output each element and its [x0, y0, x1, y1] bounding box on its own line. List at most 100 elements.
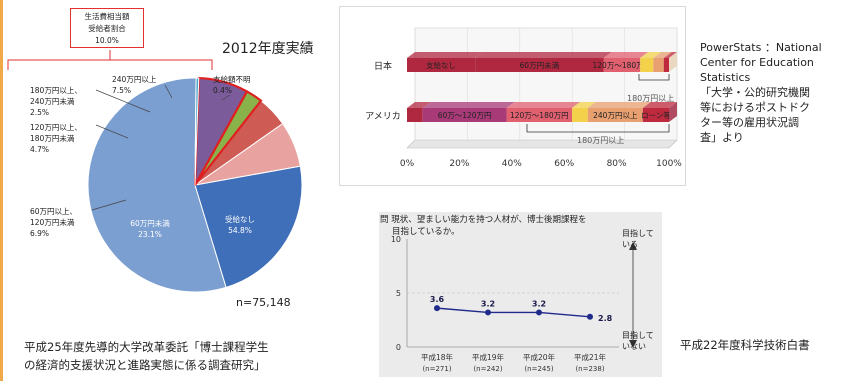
bar-seg-label-1-5: 240万円以上: [593, 111, 638, 120]
line-xtick-n-0: (n=271): [422, 365, 451, 373]
bar-seg-label-1-6: ローン等: [641, 110, 671, 120]
pie-leader-2: [95, 89, 151, 113]
tr-src-1: PowerStats ：National: [700, 41, 822, 54]
bar-seg-label-0-0: 支給なし: [426, 60, 456, 70]
bar-seg-0-3: [603, 58, 641, 72]
line-question-2: 目指しているか。: [392, 227, 460, 237]
bar-top-0-5: [653, 52, 672, 58]
pie-label-1-1: 23.1%: [138, 230, 162, 239]
line-value-label-3: 2.8: [598, 314, 613, 323]
line-ytick-0: 10: [391, 235, 401, 244]
tr-src-7: 査」より: [700, 131, 744, 144]
line-xtick-year-1: 平成19年: [472, 352, 505, 362]
line-xtick-n-3: (n=238): [575, 365, 604, 373]
line-point-3: [587, 313, 593, 320]
line-chart-panel: [379, 212, 662, 377]
line-value-label-2: 3.2: [532, 299, 546, 308]
bar-seg-1-0: [407, 108, 423, 122]
anchor-bottom: 目指して いない: [622, 330, 654, 352]
line-series: [436, 307, 591, 318]
left-source-line-2: の経済的支援状況と進路実態に係る調査研究」: [24, 358, 266, 372]
bar-top-0-0: [407, 52, 484, 58]
pie-label-6-1: 0.4%: [213, 86, 232, 95]
tr-src-4: 「大学・公的研究機関: [700, 86, 810, 99]
bar-seg-0-6: [663, 58, 669, 72]
pie-chart: 受給なし 54.8% 60万円未満 23.1% 60万円以上、120万円未満 6.9% 12…: [7, 50, 303, 293]
bar-back-wall: [414, 27, 678, 141]
pie-label-1-0: 60万円未満: [130, 218, 170, 228]
bar-xtick-2: 40%: [502, 159, 522, 169]
bar-floor: [406, 139, 678, 149]
callout-bracket: [7, 59, 213, 70]
line-point-2: [536, 309, 542, 316]
line-point-0: [434, 305, 440, 312]
callout-line-2: 受給者割合: [88, 24, 126, 33]
tr-src-2: Center for Education: [700, 56, 814, 69]
bar-top-1-5: [587, 102, 651, 108]
bar-xtick-5: 100%: [656, 159, 682, 169]
left-accent-rule: [0, 0, 3, 381]
bar-seg-0-5: [653, 58, 664, 72]
pie-leader-0: [91, 199, 127, 211]
anchor-top-2: いる: [622, 240, 638, 249]
left-source: 平成25年度先導的大学改革委託「博士課程学生 の経済的支援状況と進路実態に係る調…: [24, 338, 269, 374]
pie-label-0-1: 54.8%: [228, 226, 252, 235]
pie-n-label: n=75,148: [236, 296, 291, 309]
top-right-source: PowerStats ：National Center for Educatio…: [700, 40, 822, 145]
bar-top-0-4: [640, 52, 662, 58]
tr-src-6: ター等の雇用状況調: [700, 116, 799, 129]
anchor-top: 目指して いる: [622, 228, 654, 250]
line-xtick-year-2: 平成20年: [523, 352, 556, 362]
pie-label-2-1: 120万円未満: [30, 217, 75, 227]
line-value-label-1: 3.2: [481, 299, 495, 308]
anchor-bottom-2: いない: [622, 342, 646, 351]
bar-seg-1-6: [642, 108, 669, 122]
line-value-label-0: 3.6: [430, 295, 445, 304]
bar-seg-1-4: [572, 108, 588, 122]
pie-label-4-1: 240万円未満: [30, 96, 75, 106]
pie-label-6-0: 支給額不明: [213, 74, 251, 84]
line-xtick-n-2: (n=245): [524, 365, 553, 373]
bar-annotation-0: 180万円以上: [627, 94, 674, 103]
tr-src-5: 等におけるポストドク: [700, 101, 810, 114]
bar-chart: 支給なし 60万円未満 120万〜180万円 60万〜120万円 120万〜180万円 2…: [365, 27, 682, 169]
callout-line-1: 生活費相当額: [84, 12, 130, 21]
pie-label-4-2: 2.5%: [30, 108, 49, 117]
bar-annotation-1: 180万円以上: [577, 136, 624, 145]
line-scale-arrow-up: [629, 242, 637, 250]
pie-label-3-1: 180万円未満: [30, 133, 75, 143]
pie-slice-0: [87, 77, 227, 293]
pie-slice-6: [194, 77, 200, 186]
left-source-line-1: 平成25年度先導的大学改革委託「博士課程学生: [24, 340, 269, 354]
bar-cap-0: [669, 52, 677, 72]
bar-top-0-3: [603, 52, 649, 58]
bar-seg-label-0-3: 120万〜180万円: [593, 61, 652, 70]
bottom-right-source: 平成22年度科学技術白書: [680, 338, 810, 352]
line-ytick-2: 0: [396, 343, 401, 352]
bar-cap-1: [669, 102, 677, 122]
bar-seg-1-5: [587, 108, 643, 122]
line-point-1: [485, 309, 491, 316]
bar-top-0-1: [475, 52, 612, 58]
pie-label-2-2: 6.9%: [30, 229, 49, 238]
pie-leader-3: [164, 84, 173, 99]
bar-category-0: 日本: [374, 60, 392, 72]
anchor-top-1: 目指して: [622, 229, 654, 238]
pie-leader-4: [221, 94, 231, 101]
pie-label-5-1: 7.5%: [112, 86, 131, 95]
bar-seg-label-1-3: 120万〜180万円: [510, 111, 569, 120]
bar-seg-0-1: [475, 58, 604, 72]
bar-xtick-4: 80%: [607, 159, 627, 169]
line-question: 問 現状、望ましい能力を持つ人材が、博士後期課程を 目指しているか。: [380, 214, 587, 238]
pie-label-5-0: 240万円以上: [112, 75, 157, 84]
bar-top-1-4: [572, 102, 596, 108]
line-chart: 10 5 0 3.6 平成18年 (n=271) 3.2 平成19年 (n=242) 3.2 平成2…: [391, 235, 637, 373]
bar-seg-1-3: [506, 108, 573, 122]
bar-seg-label-0-1: 60万円未満: [520, 60, 560, 70]
callout-line-3: 10.0%: [95, 36, 119, 45]
bar-xtick-1: 20%: [449, 159, 469, 169]
bar-category-1: アメリカ: [365, 111, 401, 122]
pie-label-2-0: 60万円以上、: [30, 207, 77, 216]
line-ytick-1: 5: [396, 289, 401, 298]
bar-top-0-6: [663, 52, 677, 58]
